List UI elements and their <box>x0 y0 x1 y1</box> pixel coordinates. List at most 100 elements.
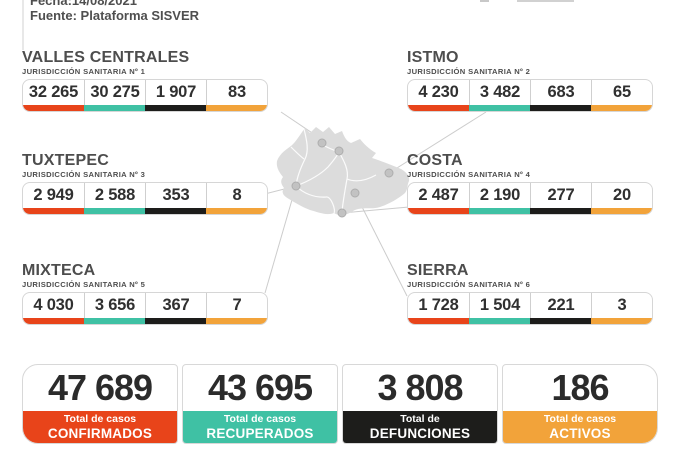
recovered-value: 2 588 <box>84 183 145 208</box>
total-recovered-value: 43 695 <box>207 367 313 408</box>
stats-card: 32 265 30 275 1 907 83 <box>22 79 268 112</box>
total-confirmed-value: 47 689 <box>47 367 153 408</box>
recovered-cell: 1 504 <box>469 293 530 324</box>
oaxaca-state-shape <box>276 127 410 216</box>
active-color-bar <box>591 318 652 324</box>
confirmed-value: 4 230 <box>418 83 459 101</box>
deaths-value: 367 <box>145 293 206 318</box>
jurisdiction-subtitle: JURISDICCIÓN SANITARIA Nº 4 <box>407 170 531 179</box>
label-line2: DEFUNCIONES <box>369 425 471 441</box>
confirmed-value: 4 030 <box>33 296 74 314</box>
active-color-bar <box>591 208 652 214</box>
deaths-value: 221 <box>530 293 591 318</box>
recovered-color-bar <box>469 318 530 324</box>
jurisdiction-title: VALLES CENTRALES <box>22 49 190 66</box>
deaths-color-bar <box>530 208 591 214</box>
confirmed-cell: 2 487 <box>408 183 469 214</box>
active-value: 3 <box>591 293 652 318</box>
active-color-bar <box>206 318 267 324</box>
active-value: 7 <box>206 293 267 318</box>
confirmed-color-bar <box>408 105 469 111</box>
confirmed-value: 32 265 <box>28 83 79 101</box>
active-color-bar <box>206 208 267 214</box>
recovered-value: 30 275 <box>84 80 145 105</box>
recovered-color-bar <box>469 208 530 214</box>
active-value: 83 <box>206 80 267 105</box>
stats-card: 2 949 2 588 353 8 <box>22 182 268 215</box>
jurisdiction-mixteca: MIXTECA JURISDICCIÓN SANITARIA Nº 5 4 03… <box>22 262 268 325</box>
jurisdiction-costa: COSTA JURISDICCIÓN SANITARIA Nº 4 2 487 … <box>407 152 653 215</box>
confirmed-color-bar <box>23 208 84 214</box>
total-deaths-label: Total de DEFUNCIONES <box>343 411 497 443</box>
total-recovered-card: 43 695 Total de casos RECUPERADOS <box>182 364 338 444</box>
total-deaths-card: 3 808 Total de DEFUNCIONES <box>342 364 498 444</box>
jurisdiction-title: SIERRA <box>407 262 469 279</box>
confirmed-color-bar <box>23 105 84 111</box>
deaths-cell: 367 <box>145 293 206 324</box>
total-active-card: 186 Total de casos ACTIVOS <box>502 364 658 444</box>
jurisdiction-subtitle: JURISDICCIÓN SANITARIA Nº 1 <box>22 67 146 76</box>
header: Fecha:14/08/2021 Fuente: Plataforma SISV… <box>30 0 199 23</box>
recovered-color-bar <box>469 105 530 111</box>
active-cell: 65 <box>591 80 652 111</box>
deaths-color-bar <box>530 318 591 324</box>
recovered-color-bar <box>84 105 145 111</box>
deaths-cell: 683 <box>530 80 591 111</box>
deaths-cell: 221 <box>530 293 591 324</box>
stats-card: 4 230 3 482 683 65 <box>407 79 653 112</box>
jurisdiction-subtitle: JURISDICCIÓN SANITARIA Nº 2 <box>407 67 531 76</box>
recovered-cell: 2 588 <box>84 183 145 214</box>
active-value: 65 <box>591 80 652 105</box>
recovered-value: 2 190 <box>469 183 530 208</box>
jurisdiction-sierra: SIERRA JURISDICCIÓN SANITARIA Nº 6 1 728… <box>407 262 653 325</box>
jurisdiction-title: MIXTECA <box>22 262 96 279</box>
jurisdiction-title: ISTMO <box>407 49 459 66</box>
deaths-value: 277 <box>530 183 591 208</box>
jurisdiction-tuxtepec: TUXTEPEC JURISDICCIÓN SANITARIA Nº 3 2 9… <box>22 152 268 215</box>
cutoff-fragment <box>480 0 489 2</box>
active-color-bar <box>206 105 267 111</box>
stats-card: 4 030 3 656 367 7 <box>22 292 268 325</box>
confirmed-color-bar <box>23 318 84 324</box>
recovered-cell: 3 482 <box>469 80 530 111</box>
deaths-cell: 277 <box>530 183 591 214</box>
label-line2: ACTIVOS <box>549 425 611 441</box>
confirmed-color-bar <box>408 208 469 214</box>
confirmed-cell: 1 728 <box>408 293 469 324</box>
jurisdiction-subtitle: JURISDICCIÓN SANITARIA Nº 3 <box>22 170 146 179</box>
recovered-color-bar <box>84 318 145 324</box>
header-date: Fecha:14/08/2021 <box>30 0 137 8</box>
total-confirmed-card: 47 689 Total de casos CONFIRMADOS <box>22 364 178 444</box>
jurisdiction-istmo: ISTMO JURISDICCIÓN SANITARIA Nº 2 4 230 … <box>407 49 653 112</box>
header-source: Fuente: Plataforma SISVER <box>30 8 200 23</box>
deaths-color-bar <box>145 208 206 214</box>
deaths-value: 683 <box>530 80 591 105</box>
jurisdiction-subtitle: JURISDICCIÓN SANITARIA Nº 5 <box>22 280 146 289</box>
jurisdiction-dots <box>291 138 394 218</box>
recovered-cell: 30 275 <box>84 80 145 111</box>
active-cell: 3 <box>591 293 652 324</box>
label-line2: CONFIRMADOS <box>47 425 153 441</box>
total-active-value: 186 <box>551 367 609 408</box>
total-confirmed-label: Total de casos CONFIRMADOS <box>23 411 177 443</box>
deaths-value: 353 <box>145 183 206 208</box>
cutoff-fragment <box>517 0 574 2</box>
deaths-cell: 1 907 <box>145 80 206 111</box>
recovered-value: 1 504 <box>469 293 530 318</box>
active-color-bar <box>591 105 652 111</box>
label-line2: RECUPERADOS <box>206 425 314 441</box>
deaths-color-bar <box>145 105 206 111</box>
total-active-label: Total de casos ACTIVOS <box>503 411 657 443</box>
stats-card: 2 487 2 190 277 20 <box>407 182 653 215</box>
confirmed-cell: 4 030 <box>23 293 84 324</box>
recovered-value: 3 482 <box>469 80 530 105</box>
recovered-cell: 2 190 <box>469 183 530 214</box>
label-line1: Total de <box>400 413 440 425</box>
confirmed-cell: 32 265 <box>23 80 84 111</box>
confirmed-cell: 2 949 <box>23 183 84 214</box>
active-cell: 20 <box>591 183 652 214</box>
recovered-cell: 3 656 <box>84 293 145 324</box>
total-recovered-label: Total de casos RECUPERADOS <box>183 411 337 443</box>
recovered-color-bar <box>84 208 145 214</box>
